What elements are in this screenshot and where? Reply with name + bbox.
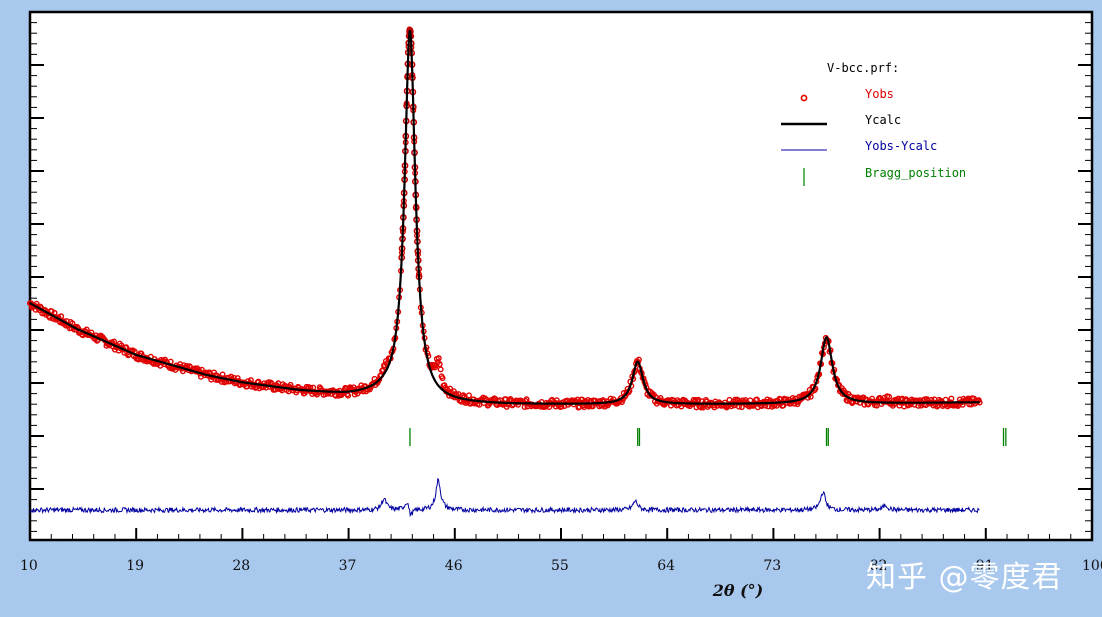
x-tick-labels: 10 19 28 37 46 55 64 73 82 91 100 xyxy=(20,558,1102,574)
x-tick-label: 10 xyxy=(20,558,38,574)
x-tick-label: 28 xyxy=(232,558,250,574)
legend: V-bcc.prf: Yobs Ycalc Yobs-Ycalc Bragg_p… xyxy=(781,61,966,186)
x-tick-label: 19 xyxy=(126,558,144,574)
yobs-point xyxy=(948,395,955,402)
x-tick-label: 82 xyxy=(870,558,888,574)
series-yobs-ycalc xyxy=(29,477,980,518)
yobs-point xyxy=(439,375,446,382)
legend-label-yobs-ycalc: Yobs-Ycalc xyxy=(865,139,937,153)
x-tick-label: 73 xyxy=(763,558,781,574)
legend-marker-yobs xyxy=(800,94,808,102)
yobs-point xyxy=(584,396,591,403)
yobs-point xyxy=(186,363,193,370)
yobs-point xyxy=(437,366,444,373)
yobs-point xyxy=(521,403,528,410)
legend-title: V-bcc.prf: xyxy=(827,61,899,75)
yobs-point xyxy=(287,381,294,388)
yobs-point xyxy=(444,386,451,393)
yobs-point xyxy=(634,359,641,366)
x-tick-label: 64 xyxy=(657,558,675,574)
plot-area xyxy=(28,10,1094,542)
yobs-point xyxy=(738,404,745,411)
legend-label-ycalc: Ycalc xyxy=(865,113,901,127)
yobs-point xyxy=(83,326,90,333)
x-tick-label: 37 xyxy=(339,558,357,574)
x-tick-label: 100 xyxy=(1082,558,1102,574)
watermark: 知乎 @零度君 xyxy=(866,560,1063,595)
yobs-ycalc-line xyxy=(29,477,980,518)
legend-label-yobs: Yobs xyxy=(865,87,894,101)
x-axis-label: 2θ (°) xyxy=(712,581,764,600)
legend-label-bragg: Bragg_position xyxy=(865,166,966,180)
yobs-point xyxy=(111,338,118,345)
yobs-point xyxy=(435,355,442,362)
yobs-point xyxy=(51,309,58,316)
yobs-point xyxy=(447,385,454,392)
yobs-point xyxy=(465,392,472,399)
x-tick-label: 91 xyxy=(976,558,994,574)
axis-ticks xyxy=(29,22,1093,540)
series-ycalc-line xyxy=(29,29,980,405)
yobs-point xyxy=(436,361,443,368)
yobs-point xyxy=(886,393,893,400)
x-tick-label: 46 xyxy=(445,558,463,574)
ycalc-line xyxy=(29,29,980,405)
series-bragg-positions xyxy=(409,428,1007,446)
yobs-point xyxy=(345,392,352,399)
x-tick-label: 55 xyxy=(551,558,569,574)
